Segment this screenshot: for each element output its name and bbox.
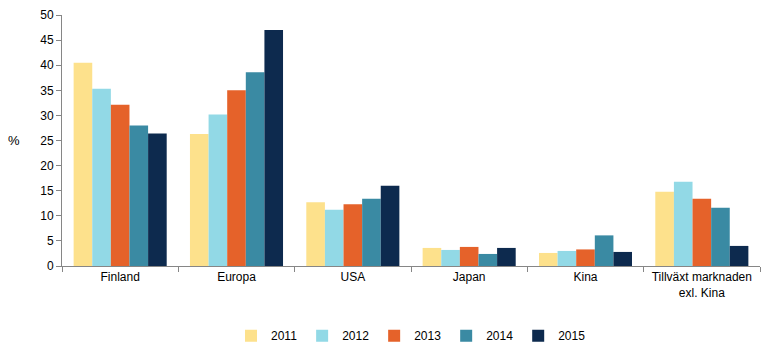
svg-text:Japan: Japan xyxy=(453,270,486,284)
svg-text:5: 5 xyxy=(47,234,54,248)
svg-text:35: 35 xyxy=(40,84,54,98)
svg-text:50: 50 xyxy=(40,8,54,22)
svg-text:45: 45 xyxy=(40,33,54,47)
svg-text:40: 40 xyxy=(40,58,54,72)
svg-text:Europa: Europa xyxy=(217,270,256,284)
svg-text:30: 30 xyxy=(40,109,54,123)
svg-text:2012: 2012 xyxy=(342,329,369,343)
svg-text:15: 15 xyxy=(40,184,54,198)
svg-text:Tillväxt marknadenexl. Kina: Tillväxt marknadenexl. Kina xyxy=(652,270,752,300)
svg-text:10: 10 xyxy=(40,209,54,223)
svg-text:2011: 2011 xyxy=(271,329,297,343)
svg-text:2013: 2013 xyxy=(414,329,441,343)
svg-text:20: 20 xyxy=(40,159,54,173)
svg-text:25: 25 xyxy=(40,134,54,148)
svg-text:0: 0 xyxy=(47,259,54,273)
svg-text:2014: 2014 xyxy=(486,329,513,343)
svg-text:%: % xyxy=(8,133,20,148)
svg-text:2015: 2015 xyxy=(558,329,585,343)
svg-text:Kina: Kina xyxy=(573,270,597,284)
svg-text:USA: USA xyxy=(340,270,365,284)
svg-text:Finland: Finland xyxy=(100,270,139,284)
